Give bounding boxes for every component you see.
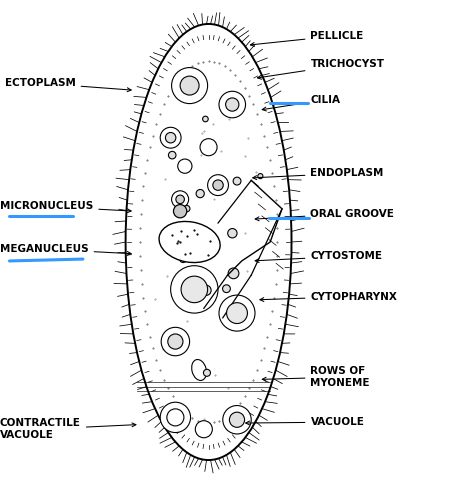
Circle shape [180,256,187,262]
Circle shape [258,174,263,179]
Text: ENDOPLASM: ENDOPLASM [253,168,384,180]
Text: PELLICLE: PELLICLE [250,31,364,46]
Ellipse shape [159,222,220,262]
Circle shape [165,133,176,143]
Text: TRICHOCYST: TRICHOCYST [257,59,384,79]
Circle shape [172,68,208,104]
Circle shape [227,302,247,323]
Circle shape [195,421,212,438]
Circle shape [200,139,217,156]
Circle shape [181,276,208,302]
Text: CONTRACTILE
VACUOLE: CONTRACTILE VACUOLE [0,419,136,440]
Circle shape [167,409,184,426]
Circle shape [196,189,204,197]
Text: ORAL GROOVE: ORAL GROOVE [255,209,394,221]
Circle shape [168,334,183,349]
Circle shape [229,412,245,427]
Circle shape [233,177,241,185]
Circle shape [178,159,192,173]
Text: VACUOLE: VACUOLE [246,417,365,427]
Circle shape [172,242,179,249]
Text: CILIA: CILIA [262,95,340,111]
Circle shape [183,206,190,212]
Circle shape [180,76,199,95]
Circle shape [203,369,210,377]
Circle shape [173,205,187,218]
Circle shape [226,98,239,111]
Circle shape [235,305,243,313]
Circle shape [228,228,237,238]
Circle shape [219,91,246,118]
Text: ECTOPLASM: ECTOPLASM [5,78,131,91]
Circle shape [171,266,218,313]
Text: ROWS OF
MYONEME: ROWS OF MYONEME [262,366,370,388]
Circle shape [176,195,184,204]
Circle shape [182,251,191,260]
Circle shape [201,285,211,295]
Circle shape [172,191,189,208]
Ellipse shape [126,24,292,460]
Circle shape [228,268,239,279]
Circle shape [223,406,251,434]
Circle shape [168,151,176,159]
Circle shape [160,127,181,148]
Circle shape [223,285,230,293]
Text: MICRONUCLEUS: MICRONUCLEUS [0,201,131,212]
Ellipse shape [191,360,207,380]
Text: CYTOSTOME: CYTOSTOME [255,251,383,262]
Text: MEGANUCLEUS: MEGANUCLEUS [0,244,131,256]
Circle shape [160,402,191,433]
Circle shape [208,175,228,196]
Circle shape [213,180,223,190]
Circle shape [202,116,208,122]
Circle shape [161,327,190,356]
Text: CYTOPHARYNX: CYTOPHARYNX [260,291,397,302]
Circle shape [219,295,255,331]
